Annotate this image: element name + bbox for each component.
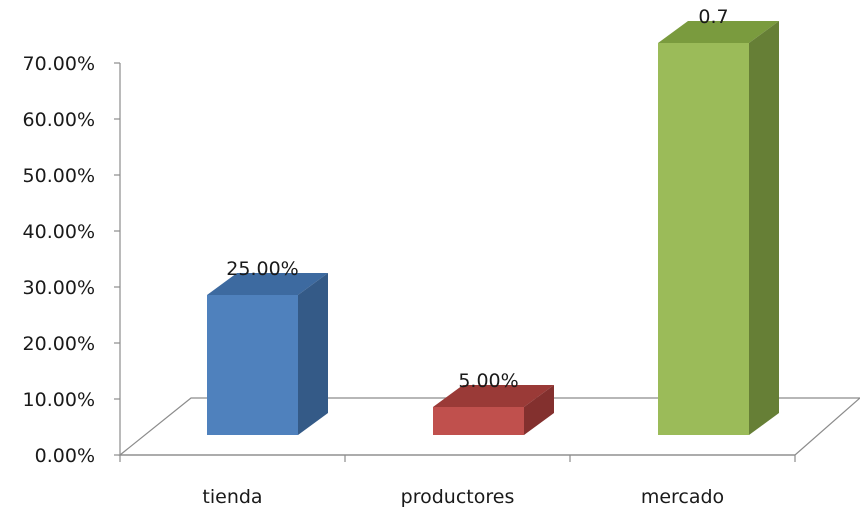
bar-front-tienda [207,295,298,435]
bar-front-mercado [658,43,749,435]
y-tick-label: 40.00% [23,221,95,243]
data-label: 0.7 [698,6,728,28]
chart-axes: 0.00% 10.00% 20.00% 30.00% 40.00% 50.00% 60.00… [23,53,796,467]
data-label: 25.00% [226,258,298,280]
chart-labels: 25.00% tienda 5.00% productores 0.7 mercado [202,6,728,508]
bar-side-mercado [749,21,779,435]
y-tick-label: 10.00% [23,389,95,411]
y-tick-label: 0.00% [35,445,95,467]
bar-front-productores [433,407,524,435]
x-category-label: mercado [641,486,724,508]
y-tick-label: 70.00% [23,53,95,75]
x-category-label: productores [401,486,515,508]
bar-side-tienda [298,273,328,435]
data-label: 5.00% [458,370,518,392]
chart-bars [207,21,779,435]
y-tick-label: 60.00% [23,109,95,131]
bar-top-productores [433,385,554,407]
x-category-label: tienda [202,486,262,508]
bar-top-tienda [207,273,328,295]
bar-side-productores [524,385,554,435]
y-tick-label: 30.00% [23,277,95,299]
y-tick-label: 20.00% [23,333,95,355]
bar-top-mercado [658,21,779,43]
y-tick-label: 50.00% [23,165,95,187]
